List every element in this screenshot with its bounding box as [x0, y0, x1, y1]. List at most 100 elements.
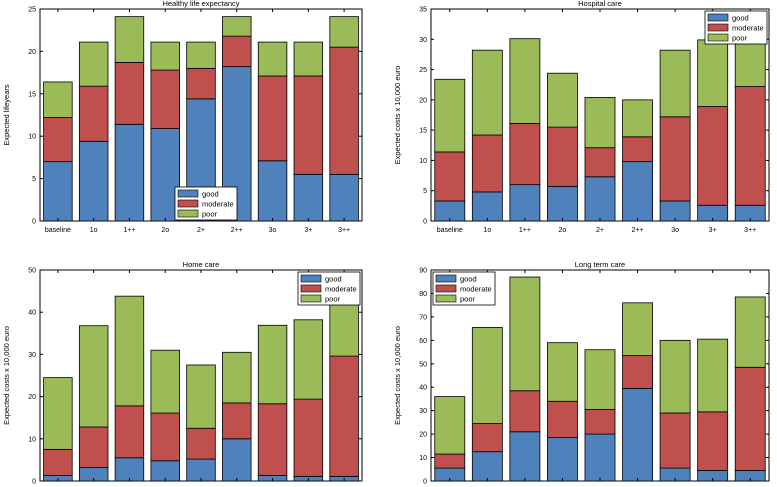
bar-moderate-3++: [734, 366, 766, 471]
bar-poor-2o: [150, 349, 180, 414]
y-tick-label: 0: [32, 219, 36, 226]
chart-4: Long term care Expected costs x 10,000 eu…: [393, 260, 770, 486]
y-axis-label: Expected costs x 10,000 euro: [393, 66, 402, 165]
bar-poor-3+: [697, 39, 729, 107]
bar-moderate-3o: [659, 116, 691, 202]
bar-poor-3+: [293, 41, 324, 77]
bar-good-3++: [329, 173, 359, 222]
legend-label-poor: poor: [202, 210, 218, 219]
bar-moderate-2++: [622, 355, 653, 389]
legend-label-good: good: [325, 275, 342, 284]
y-tick-label: 10: [28, 436, 36, 443]
legend-label-moderate: moderate: [202, 200, 234, 209]
chart-2: Hospital care Expected costs x 10,000 eur…: [393, 0, 770, 234]
y-tick-label: 40: [419, 385, 427, 392]
legend-label-good: good: [202, 190, 219, 199]
bar-poor-1++: [114, 295, 145, 407]
y-axis-label: Expected costs x 10,000 euro: [393, 326, 402, 425]
bar-poor-3++: [734, 296, 766, 368]
legend-swatch-poor: [300, 294, 322, 303]
bar-poor-3+: [697, 338, 729, 413]
bar-moderate-2++: [222, 402, 252, 440]
bar-moderate-3o: [257, 75, 288, 162]
bar-moderate-3o: [257, 403, 288, 476]
bar-moderate-3+: [293, 398, 324, 477]
bar-good-1o: [471, 191, 503, 222]
chart-title: Healthy life expectancy: [162, 0, 239, 8]
bar-moderate-3+: [697, 106, 729, 206]
legend-swatch-moderate: [435, 284, 457, 293]
chart-1: Healthy life expectancy Expected lifeyear…: [2, 0, 363, 234]
x-tick-label: 2++: [231, 227, 243, 234]
bar-poor-2o: [547, 72, 578, 128]
chart-title: Home care: [183, 260, 220, 269]
legend-swatch-poor: [707, 33, 729, 42]
y-tick-label: 10: [28, 134, 36, 141]
x-tick-label: 1++: [123, 227, 135, 234]
bar-poor-1++: [509, 38, 541, 124]
bar-poor-baseline: [43, 377, 73, 450]
bar-good-2o: [150, 128, 180, 222]
bar-poor-baseline: [434, 78, 466, 153]
bar-moderate-3++: [734, 86, 766, 206]
x-tick-label: 2o: [161, 227, 169, 234]
bar-poor-2++: [622, 99, 653, 138]
chart-title: Long term care: [575, 260, 625, 269]
x-tick-label: 3++: [744, 227, 756, 234]
x-tick-label: 3+: [304, 227, 312, 234]
bar-moderate-3+: [697, 411, 729, 471]
legend-swatch-moderate: [300, 284, 322, 293]
legend-label-moderate: moderate: [732, 24, 764, 33]
x-tick-label: 1o: [90, 227, 98, 234]
bar-moderate-2+: [584, 147, 616, 178]
y-tick-label: 20: [419, 432, 427, 439]
bar-moderate-3o: [659, 412, 691, 469]
bar-moderate-1++: [509, 123, 541, 186]
bar-moderate-3++: [329, 46, 359, 175]
bar-good-1++: [509, 431, 541, 482]
bar-good-1++: [114, 123, 145, 222]
bar-moderate-baseline: [434, 151, 466, 202]
bar-poor-3o: [659, 339, 691, 414]
bar-good-2++: [622, 161, 653, 222]
x-tick-label: baseline: [45, 227, 71, 234]
bar-good-2o: [150, 460, 180, 482]
x-tick-label: 3+: [709, 227, 717, 234]
bar-moderate-2o: [150, 69, 180, 129]
bar-good-2+: [186, 458, 216, 482]
legend-swatch-moderate: [177, 199, 199, 208]
chart-3: Home care Expected costs x 10,000 euro 0 10…: [2, 260, 363, 486]
bar-good-1++: [509, 184, 541, 222]
x-tick-label: 1o: [483, 227, 491, 234]
bar-poor-1++: [114, 16, 145, 63]
bar-moderate-2o: [547, 126, 578, 187]
x-tick-label: 2+: [596, 227, 604, 234]
bar-poor-2+: [186, 41, 216, 69]
y-tick-label: 80: [419, 291, 427, 298]
bar-poor-2++: [222, 351, 252, 404]
bar-good-2++: [622, 387, 653, 482]
bar-moderate-1o: [78, 426, 109, 468]
bar-poor-1o: [78, 325, 109, 428]
bar-moderate-3++: [329, 355, 359, 477]
y-tick-label: 0: [423, 219, 427, 226]
bar-poor-3o: [257, 324, 288, 405]
x-tick-label: 2o: [559, 227, 567, 234]
bar-good-baseline: [43, 161, 73, 222]
bar-poor-2+: [584, 97, 616, 149]
bar-good-3o: [257, 160, 288, 222]
bar-moderate-1++: [509, 390, 541, 433]
x-tick-label: 2+: [197, 227, 205, 234]
bar-moderate-1o: [471, 134, 503, 193]
y-tick-label: 25: [419, 67, 427, 74]
bar-moderate-baseline: [43, 448, 73, 476]
legend-swatch-good: [177, 189, 199, 198]
bar-good-2++: [222, 438, 252, 482]
bar-good-1o: [471, 451, 503, 482]
legend-swatch-good: [300, 274, 322, 283]
bar-moderate-1o: [78, 85, 109, 142]
bar-moderate-2+: [186, 67, 216, 100]
bar-poor-2+: [584, 349, 616, 410]
